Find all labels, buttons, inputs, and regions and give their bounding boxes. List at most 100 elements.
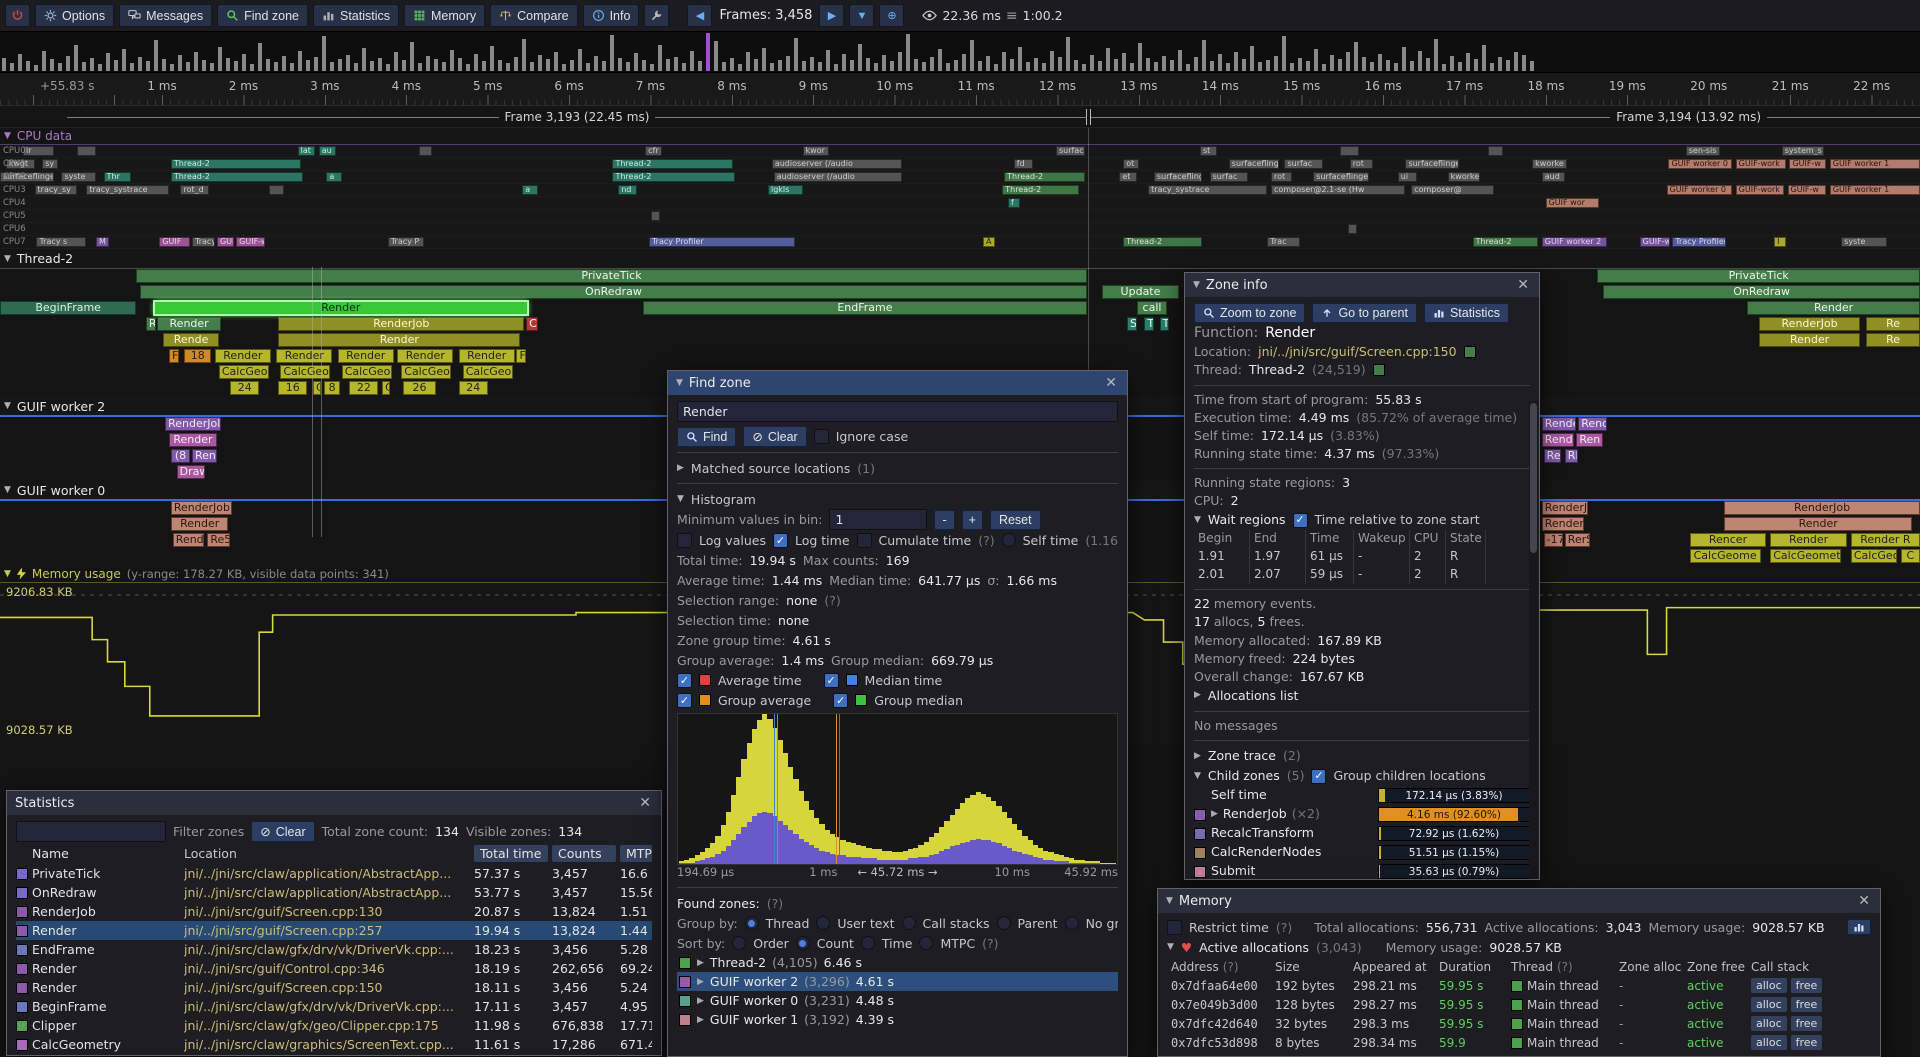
- frame-minimap-bar[interactable]: [466, 63, 470, 71]
- frame-minimap-bar[interactable]: [378, 58, 382, 71]
- frame-minimap-bar[interactable]: [498, 59, 502, 71]
- frame-minimap-bar[interactable]: [778, 59, 782, 71]
- timeline-zone[interactable]: 26: [403, 381, 436, 395]
- frame-minimap-bar[interactable]: [1122, 53, 1126, 71]
- frame-minimap-bar[interactable]: [978, 60, 982, 71]
- option-checkbox[interactable]: [1001, 533, 1016, 547]
- frame-minimap-bar[interactable]: [98, 63, 102, 71]
- collapse-arrow-icon[interactable]: ▼: [1193, 280, 1200, 290]
- timeline-zone[interactable]: Re: [1866, 317, 1920, 331]
- timeline-zone[interactable]: PrivateTick: [136, 269, 1087, 283]
- frame-span[interactable]: Frame 3,193 (22.45 ms): [67, 106, 1087, 128]
- timeline-zone[interactable]: F: [168, 349, 179, 363]
- cpu-zone[interactable]: GUIF wor: [1545, 198, 1600, 208]
- cpu-zone[interactable]: tracy_systrace: [86, 185, 169, 195]
- timeline-zone[interactable]: Render: [276, 349, 333, 363]
- timeline-zone[interactable]: 8: [324, 381, 340, 395]
- frame-minimap-bar[interactable]: [994, 63, 998, 71]
- frame-minimap-bar[interactable]: [394, 52, 398, 71]
- free-callstack-button[interactable]: free: [1790, 978, 1823, 993]
- frame-minimap-bar[interactable]: [354, 62, 358, 71]
- cpu-zone[interactable]: Tracy Profiler: [1672, 237, 1727, 247]
- cpu-zone[interactable]: rot: [1349, 159, 1373, 169]
- frame-minimap-bar[interactable]: [34, 64, 38, 71]
- frame-minimap-bar[interactable]: [474, 54, 478, 71]
- collapse-arrow-icon[interactable]: ▶: [1194, 690, 1201, 701]
- timeline-zone[interactable]: Render: [1541, 433, 1575, 447]
- statistics-button[interactable]: Statistics: [312, 4, 399, 27]
- alloc-callstack-button[interactable]: alloc: [1751, 1035, 1787, 1050]
- frame-minimap-bar[interactable]: [938, 48, 942, 71]
- frame-minimap-bar[interactable]: [1290, 62, 1294, 71]
- radio-option[interactable]: [860, 936, 875, 950]
- frame-minimap-bar[interactable]: [402, 59, 406, 71]
- frame-minimap-bar[interactable]: [730, 58, 734, 71]
- frame-minimap-bar[interactable]: [274, 61, 278, 71]
- timeline-zone[interactable]: Update: [1102, 285, 1179, 299]
- cpu-zone[interactable]: lgkls: [768, 185, 803, 195]
- timeline-zone[interactable]: C: [382, 381, 390, 395]
- frame-minimap-bar[interactable]: [490, 45, 494, 71]
- timeline-zone[interactable]: RenderJob: [1758, 317, 1861, 331]
- zone-group-row[interactable]: ▶ GUIF worker 0 (3,231) 4.48 s: [677, 991, 1118, 1010]
- frame-minimap-bar[interactable]: [706, 33, 710, 71]
- frame-minimap-bar[interactable]: [922, 61, 926, 71]
- cpu-zone[interactable]: lat: [297, 146, 315, 156]
- find-zone-button[interactable]: Find zone: [217, 4, 308, 27]
- frame-minimap-bar[interactable]: [914, 58, 918, 71]
- frame-minimap-bar[interactable]: [626, 61, 630, 71]
- frame-minimap-bar[interactable]: [426, 56, 430, 71]
- cpu-zone[interactable]: audioserver (/audio: [771, 159, 903, 169]
- frame-minimap-bar[interactable]: [42, 50, 46, 71]
- statistics-row[interactable]: PrivateTick jni/../jni/src/claw/applicati…: [16, 864, 652, 883]
- zone-info-window-titlebar[interactable]: ▼ Zone info ✕: [1185, 273, 1539, 297]
- child-zone-row[interactable]: Submit 35.63 μs (0.79%): [1194, 862, 1530, 879]
- cpu-zone[interactable]: fd: [1013, 159, 1033, 169]
- frame-minimap-bar[interactable]: [794, 37, 798, 71]
- options-button[interactable]: Options: [35, 4, 115, 27]
- cpu-zone[interactable]: audioserver (/audio: [773, 172, 903, 182]
- option-checkbox[interactable]: [856, 532, 872, 548]
- frame-minimap-bar[interactable]: [386, 63, 390, 71]
- frame-minimap-bar[interactable]: [746, 52, 750, 71]
- cpu-zone[interactable]: GUIF worker 0: [1666, 185, 1732, 195]
- frame-minimap-bar[interactable]: [1018, 46, 1022, 71]
- cpu-zone[interactable]: GUIF: [216, 237, 235, 247]
- frame-minimap-bar[interactable]: [858, 44, 862, 71]
- frame-minimap-bar[interactable]: [1306, 60, 1310, 71]
- legend-checkbox[interactable]: ✓: [677, 672, 692, 688]
- frame-minimap-bar[interactable]: [514, 57, 518, 71]
- frame-minimap-bar[interactable]: [738, 63, 742, 71]
- info-button[interactable]: Info: [582, 4, 640, 27]
- cpu-zone[interactable]: Thread-2: [1123, 237, 1202, 247]
- cpu-zone[interactable]: syste: [61, 172, 96, 182]
- frame-minimap-bar[interactable]: [674, 57, 678, 71]
- child-zone-row[interactable]: Self time 172.14 μs (3.83%): [1194, 786, 1530, 805]
- child-zone-row[interactable]: CalcRenderNodes 51.51 μs (1.15%): [1194, 843, 1530, 862]
- allocation-column-header[interactable]: Size: [1275, 959, 1300, 974]
- frame-minimap-bar[interactable]: [818, 61, 822, 71]
- collapse-arrow-icon[interactable]: ▼: [1194, 770, 1201, 781]
- cpu-zone[interactable]: [650, 211, 661, 221]
- timeline-zone[interactable]: call: [1136, 301, 1168, 315]
- cpu-zone[interactable]: Thread-2: [1472, 237, 1538, 247]
- cpu-zone[interactable]: Tracy: [192, 237, 216, 247]
- find-zone-histogram[interactable]: [677, 713, 1118, 865]
- cpu-zone[interactable]: Trac: [1267, 237, 1300, 247]
- free-callstack-button[interactable]: free: [1790, 1035, 1823, 1050]
- frame-minimap-bar[interactable]: [1098, 60, 1102, 71]
- cpu-zone[interactable]: surfac: [1209, 172, 1248, 182]
- memory-button[interactable]: Memory: [404, 4, 486, 27]
- ignore-case-checkbox[interactable]: [813, 429, 829, 444]
- scrollbar-thumb[interactable]: [1530, 403, 1537, 553]
- frame-minimap-bar[interactable]: [1370, 61, 1374, 71]
- min-bin-increase-button[interactable]: +: [961, 509, 983, 530]
- frame-minimap-bar[interactable]: [1506, 59, 1510, 71]
- timeline-zone[interactable]: Render: [337, 349, 394, 363]
- cpu-zone[interactable]: kworke: [1532, 159, 1567, 169]
- frame-minimap-bar[interactable]: [1474, 58, 1478, 71]
- frame-minimap-bar[interactable]: [1234, 51, 1238, 71]
- allocation-column-header[interactable]: Address (?): [1171, 959, 1239, 974]
- frame-minimap-bar[interactable]: [802, 60, 806, 71]
- frame-minimap-bar[interactable]: [754, 58, 758, 71]
